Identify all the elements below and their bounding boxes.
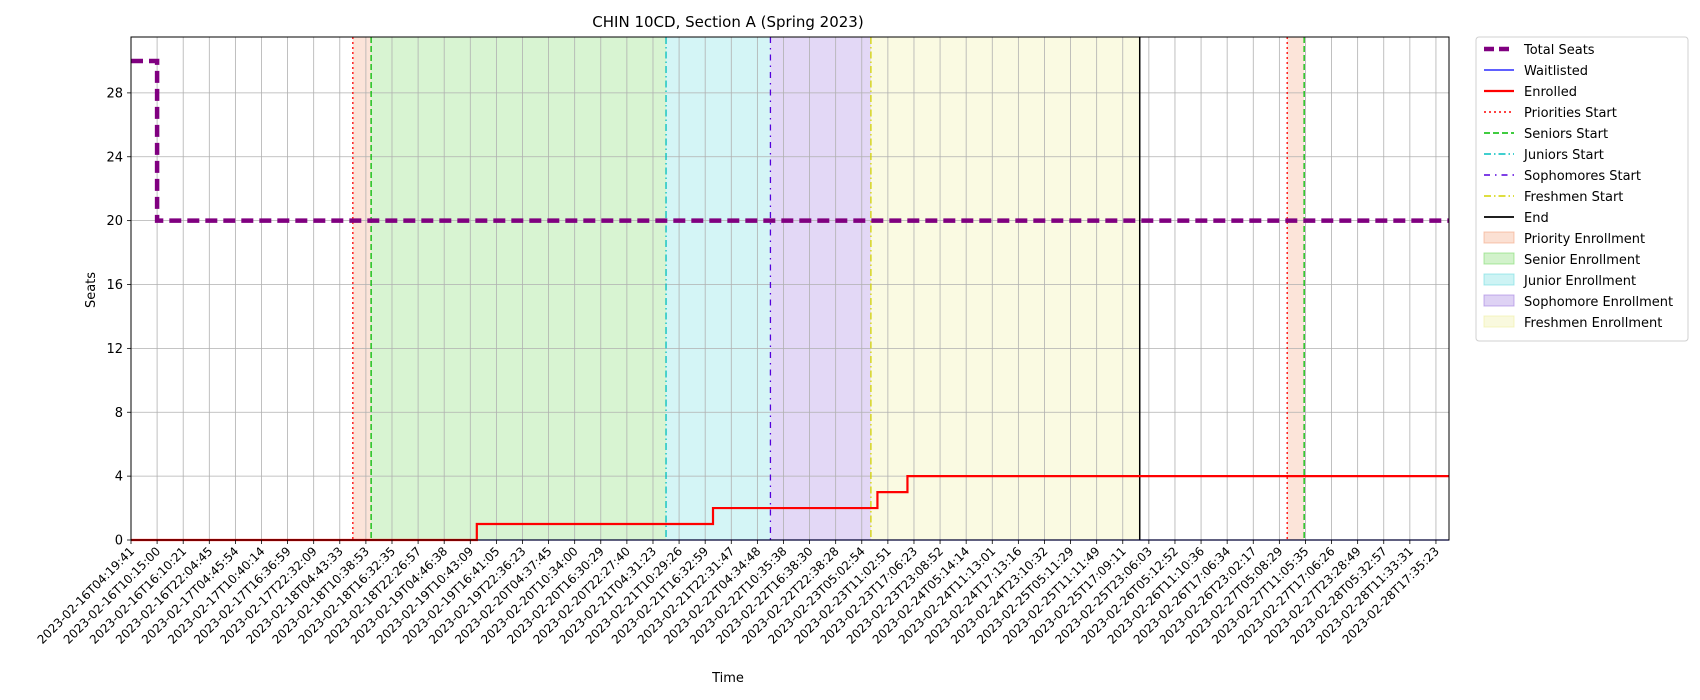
legend-label-total-seats: Total Seats: [1523, 43, 1595, 58]
y-tick-label-28: 28: [106, 86, 123, 101]
y-tick-label-4: 4: [115, 470, 123, 485]
legend-swatch-freshmen-enrollment: [1483, 315, 1515, 328]
y-tick-label-16: 16: [106, 278, 123, 293]
legend-box: [1475, 36, 1689, 342]
legend-swatch-junior-enrollment: [1483, 273, 1515, 286]
y-axis-label: Seats: [84, 272, 99, 308]
legend-entry-junior-enrollment: Junior Enrollment: [1483, 273, 1636, 289]
legend-label-priorities-start: Priorities Start: [1524, 106, 1617, 121]
legend-entry-waitlisted: Waitlisted: [1484, 64, 1588, 79]
legend-swatch-sophomore-enrollment: [1483, 294, 1515, 307]
legend-entry-freshmen-start: Freshmen Start: [1484, 190, 1623, 205]
region-junior-enrollment-1: [666, 37, 771, 540]
phase-markers: [352, 37, 1305, 540]
y-tick-label-12: 12: [106, 342, 123, 357]
legend-entry-freshmen-enrollment: Freshmen Enrollment: [1483, 315, 1662, 331]
legend-swatch-priority-enrollment: [1483, 231, 1515, 244]
legend: Total Seats Waitlisted Enrolled Priorities …: [1475, 36, 1689, 342]
y-tick-label-24: 24: [106, 150, 123, 165]
x-axis-ticks: 2023-02-16T04:19:412023-02-16T10:15:0020…: [35, 540, 1442, 647]
legend-swatch-senior-enrollment: [1483, 252, 1515, 265]
region-sophomore-enrollment-1: [770, 37, 871, 540]
x-axis-label: Time: [711, 671, 744, 686]
legend-entry-priority-enrollment: Priority Enrollment: [1483, 231, 1645, 247]
series-enrolled: [131, 475, 1449, 542]
y-axis-ticks: 0 4 8 12 16 20 24 28: [106, 86, 131, 549]
legend-label-junior-enrollment: Junior Enrollment: [1523, 274, 1636, 289]
legend-entry-total-seats: Total Seats: [1484, 43, 1595, 58]
legend-label-waitlisted: Waitlisted: [1524, 64, 1588, 79]
region-priority-enrollment-1: [352, 37, 372, 540]
legend-label-end: End: [1524, 211, 1549, 226]
legend-entry-seniors-start: Seniors Start: [1484, 127, 1608, 142]
legend-label-priority-enrollment: Priority Enrollment: [1524, 232, 1645, 247]
enrollment-regions: [352, 37, 1305, 540]
legend-entry-sophomores-start: Sophomores Start: [1484, 169, 1641, 184]
legend-entry-sophomore-enrollment: Sophomore Enrollment: [1483, 294, 1673, 310]
legend-label-freshmen-enrollment: Freshmen Enrollment: [1524, 316, 1662, 331]
legend-label-seniors-start: Seniors Start: [1524, 127, 1608, 142]
series-total-seats: [131, 58, 1449, 223]
legend-label-sophomores-start: Sophomores Start: [1524, 169, 1641, 184]
region-freshmen-enrollment-1: [870, 37, 1140, 540]
legend-label-freshmen-start: Freshmen Start: [1524, 190, 1623, 205]
legend-label-senior-enrollment: Senior Enrollment: [1524, 253, 1640, 268]
legend-entry-juniors-start: Juniors Start: [1484, 148, 1604, 163]
legend-entry-end: End: [1484, 211, 1549, 226]
y-tick-label-8: 8: [115, 406, 123, 421]
y-tick-label-20: 20: [106, 214, 123, 229]
plot-frame: [130, 36, 1450, 541]
region-priority-enrollment-2: [1287, 37, 1305, 540]
legend-label-sophomore-enrollment: Sophomore Enrollment: [1524, 295, 1673, 310]
legend-entry-priorities-start: Priorities Start: [1484, 106, 1617, 121]
legend-entry-enrolled: Enrolled: [1484, 85, 1577, 100]
chart-title: CHIN 10CD, Section A (Spring 2023): [592, 13, 863, 31]
legend-label-enrolled: Enrolled: [1524, 85, 1577, 100]
legend-label-juniors-start: Juniors Start: [1523, 148, 1604, 163]
region-senior-enrollment-1: [371, 37, 667, 540]
grid-lines: [130, 37, 1449, 541]
y-tick-label-0: 0: [115, 534, 123, 549]
legend-entry-senior-enrollment: Senior Enrollment: [1483, 252, 1640, 268]
